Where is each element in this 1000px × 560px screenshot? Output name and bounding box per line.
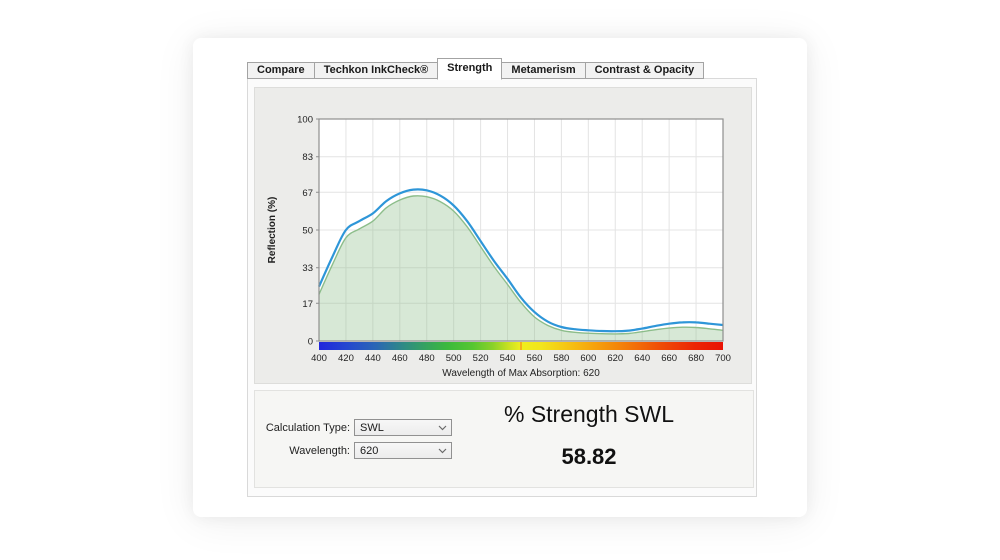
svg-text:660: 660 <box>661 353 677 364</box>
svg-text:17: 17 <box>302 299 313 310</box>
svg-text:560: 560 <box>527 353 543 364</box>
svg-text:480: 480 <box>419 353 435 364</box>
svg-text:540: 540 <box>500 353 516 364</box>
strength-tab-page: 400 420 440 460 480 500 520 540 560 580 600 620 640 6… <box>247 78 757 497</box>
wavelength-row: Wavelength: 620 <box>255 442 452 459</box>
svg-text:400: 400 <box>311 353 327 364</box>
svg-text:440: 440 <box>365 353 381 364</box>
calculation-type-label: Calculation Type: <box>265 421 350 434</box>
svg-text:67: 67 <box>302 188 313 199</box>
svg-text:680: 680 <box>688 353 704 364</box>
chevron-down-icon <box>438 425 447 431</box>
svg-text:580: 580 <box>553 353 569 364</box>
svg-text:640: 640 <box>634 353 650 364</box>
chevron-down-icon <box>438 448 447 454</box>
svg-text:700: 700 <box>715 353 731 364</box>
strength-result: % Strength SWL 58.82 <box>449 401 729 470</box>
wavelength-value: 620 <box>360 444 379 457</box>
wavelength-label: Wavelength: <box>289 444 350 457</box>
svg-text:520: 520 <box>473 353 489 364</box>
svg-text:Reflection (%): Reflection (%) <box>267 197 278 264</box>
calculation-type-value: SWL <box>360 421 384 434</box>
tab-techkon-inkcheck[interactable]: Techkon InkCheck® <box>313 62 439 79</box>
svg-text:500: 500 <box>446 353 462 364</box>
svg-text:0: 0 <box>308 337 313 348</box>
tab-metamerism[interactable]: Metamerism <box>501 62 586 79</box>
strength-controls-panel: Calculation Type: SWL Wavelength: 620 <box>254 390 754 488</box>
strength-result-value: 58.82 <box>561 444 617 469</box>
svg-text:460: 460 <box>392 353 408 364</box>
tab-strength[interactable]: Strength <box>437 58 503 80</box>
svg-text:100: 100 <box>297 115 313 126</box>
calculation-type-select[interactable]: SWL <box>354 419 452 436</box>
calculation-type-row: Calculation Type: SWL <box>255 419 452 436</box>
wavelength-select[interactable]: 620 <box>354 442 452 459</box>
svg-text:33: 33 <box>302 263 313 274</box>
tab-contrast-opacity[interactable]: Contrast & Opacity <box>584 62 705 79</box>
svg-text:620: 620 <box>607 353 623 364</box>
svg-text:420: 420 <box>338 353 354 364</box>
tab-strip: Compare Techkon InkCheck® Strength Metam… <box>247 57 705 80</box>
svg-text:Wavelength of Max Absorption:: Wavelength of Max Absorption: 620 <box>442 368 600 379</box>
svg-text:50: 50 <box>302 226 313 237</box>
chart-panel: 400 420 440 460 480 500 520 540 560 580 600 620 640 6… <box>254 87 752 384</box>
app-window: Compare Techkon InkCheck® Strength Metam… <box>193 38 807 517</box>
strength-result-title: % Strength SWL <box>503 401 675 427</box>
spectral-chart-svg: 400 420 440 460 480 500 520 540 560 580 600 620 640 6… <box>267 115 731 380</box>
svg-text:600: 600 <box>580 353 596 364</box>
tab-compare[interactable]: Compare <box>247 62 315 79</box>
svg-text:83: 83 <box>302 152 313 163</box>
